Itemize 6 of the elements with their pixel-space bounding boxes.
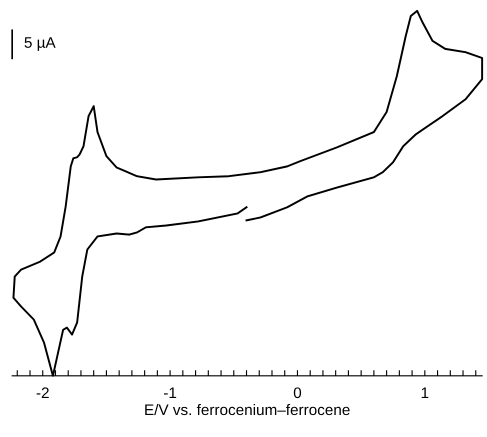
x-tick-label: -1 — [164, 387, 176, 398]
x-tick-label: 1 — [422, 387, 428, 398]
annotation: 5 µA — [24, 37, 56, 51]
x-axis-title: E/V vs. ferrocenium–ferrocene — [145, 404, 350, 416]
x-tick-label: 0 — [294, 387, 302, 398]
x-tick-label: -2 — [36, 387, 49, 398]
